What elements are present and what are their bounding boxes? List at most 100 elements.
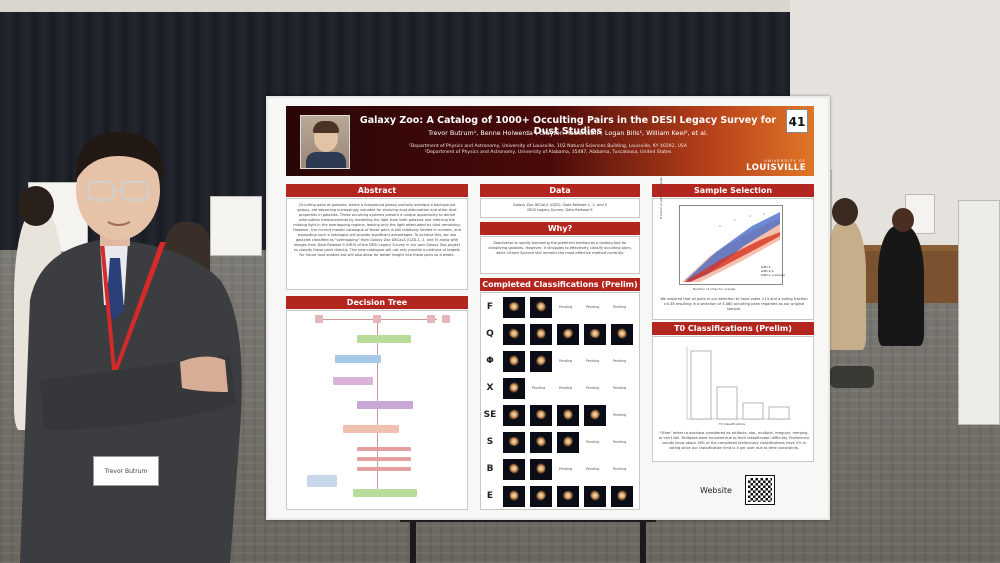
pending-label: Pending: [613, 386, 627, 390]
sample-scatter-svg: [682, 212, 780, 282]
classification-galaxy-grid: F Pending Pending Pending Q Φ Pending Pending Pe…: [480, 292, 640, 510]
pending-label: Pending: [559, 386, 573, 390]
background-poster-board: [210, 196, 262, 256]
t0-bar: [742, 402, 764, 420]
galaxy-thumbnail: [611, 486, 633, 507]
website-label: Website: [700, 486, 732, 495]
qr-code-icon[interactable]: [745, 475, 775, 505]
t0-xlabel: T0 Classifications: [719, 422, 746, 426]
completed-classifications-heading: Completed Classifications (Prelim): [480, 278, 640, 291]
t0-bar-svg: [686, 347, 791, 420]
galaxy-thumbnail: [503, 324, 525, 345]
decision-tree-diagram: [286, 310, 468, 510]
galaxy-thumbnail: [557, 486, 579, 507]
affiliation-1: ¹Department of Physics and Astronomy, Un…: [408, 144, 688, 149]
t0-caption: 'Other' refers to overlaps considered as…: [658, 431, 810, 450]
classification-row-label: B: [486, 464, 494, 474]
scatter-cloud-overlap: [684, 232, 780, 282]
background-person-head: [18, 186, 54, 226]
sample-plot-xlabel: Number of votes for overlap: [693, 287, 736, 291]
sample-plot-legend: GZD-5 GZD-1/2 GZD-1 (overlap): [761, 265, 785, 277]
classification-row-label: Φ: [486, 356, 494, 366]
background-person-head: [892, 208, 914, 232]
poster-title: Galaxy Zoo: A Catalog of 1000+ Occulting…: [359, 115, 777, 137]
author-photo: [300, 115, 350, 169]
galaxy-thumbnail: [503, 378, 525, 399]
lanyard: [100, 242, 116, 370]
galaxy-thumbnail: [557, 405, 579, 426]
background-bag: [830, 366, 874, 388]
galaxy-thumbnail: [503, 297, 525, 318]
galaxy-thumbnail: [584, 405, 606, 426]
classification-row-label: E: [486, 491, 494, 501]
scatter-points: [719, 213, 771, 247]
pending-label: Pending: [613, 413, 627, 417]
t0-bar: [768, 406, 790, 420]
background-person: [826, 220, 866, 350]
background-person-head: [832, 198, 858, 226]
easel-leg: [640, 520, 646, 563]
galaxy-thumbnail: [584, 486, 606, 507]
pending-label: Pending: [613, 359, 627, 363]
background-poster-board: [958, 200, 1000, 425]
galaxy-thumbnail: [530, 405, 552, 426]
sample-selection-panel: Fraction of votes for overlap Number of …: [652, 177, 814, 320]
data-heading: Data: [480, 184, 640, 197]
easel-leg: [410, 520, 416, 563]
galaxy-thumbnail: [503, 486, 525, 507]
classification-row-label: S: [486, 437, 494, 447]
pending-label: Pending: [586, 359, 600, 363]
pending-label: Pending: [559, 467, 573, 471]
ceiling: [0, 0, 1000, 14]
galaxy-thumbnail: [584, 324, 606, 345]
why-heading: Why?: [480, 222, 640, 235]
classification-row-label: SE: [483, 410, 497, 420]
university-logo: UNIVERSITY OF LOUISVILLE: [746, 158, 806, 173]
t0-panel: T0 Classifications 'Other' refers to ove…: [652, 336, 814, 462]
legend-entry: GZD-1 (overlap): [761, 273, 786, 277]
galaxy-thumbnail: [503, 459, 525, 480]
galaxy-thumbnail: [503, 351, 525, 372]
galaxy-thumbnail: [503, 432, 525, 453]
research-poster: Galaxy Zoo: A Catalog of 1000+ Occulting…: [266, 96, 830, 520]
affiliation-2: ²Department of Physics and Astronomy, Un…: [424, 150, 672, 155]
poster-authors: Trevor Butrum¹, Benne Holwerda¹, Clayton…: [428, 129, 708, 137]
pending-label: Pending: [586, 440, 600, 444]
data-line-1: Galaxy Zoo DECaLS (GZD): Data Release 1,…: [512, 203, 608, 207]
poster-number: 41: [786, 109, 808, 133]
presenter-figure: [20, 132, 242, 563]
name-badge-text: Trevor Butrum: [104, 468, 148, 475]
pending-label: Pending: [559, 305, 573, 309]
classification-row-label: F: [486, 302, 494, 312]
sample-plot-ylabel: Fraction of votes for overlap: [659, 176, 663, 219]
pending-label: Pending: [586, 386, 600, 390]
galaxy-thumbnail: [530, 297, 552, 318]
why-text: Zooniverse is rapidly becoming the prefe…: [480, 236, 640, 274]
sample-scatter-plot: [679, 205, 783, 285]
easel-bar: [400, 518, 656, 522]
background-person: [878, 226, 924, 346]
sample-caption: We required that all pairs in our select…: [660, 297, 808, 311]
galaxy-thumbnail: [503, 405, 525, 426]
galaxy-thumbnail: [530, 486, 552, 507]
pending-label: Pending: [559, 359, 573, 363]
t0-bar-chart: [683, 345, 793, 421]
hair: [75, 132, 165, 182]
data-line-2: DESI Legacy Survey: Data Release 9: [527, 208, 593, 212]
galaxy-thumbnail: [557, 432, 579, 453]
legend-entry: GZD-5: [761, 265, 771, 269]
hand: [180, 356, 228, 392]
galaxy-thumbnail: [611, 324, 633, 345]
t0-bar: [716, 386, 738, 420]
abstract-heading: Abstract: [286, 184, 468, 197]
scatter-cloud-gzd5: [686, 212, 780, 282]
pending-label: Pending: [586, 467, 600, 471]
pending-label: Pending: [613, 440, 627, 444]
presenter: Trevor Butrum: [0, 130, 260, 563]
name-badge: Trevor Butrum: [93, 456, 159, 486]
galaxy-thumbnail: [530, 324, 552, 345]
t0-heading: T0 Classifications (Prelim): [652, 322, 814, 335]
pending-label: Pending: [613, 467, 627, 471]
abstract-text: Occulting pairs of galaxies, where a for…: [286, 198, 468, 290]
pending-label: Pending: [586, 305, 600, 309]
